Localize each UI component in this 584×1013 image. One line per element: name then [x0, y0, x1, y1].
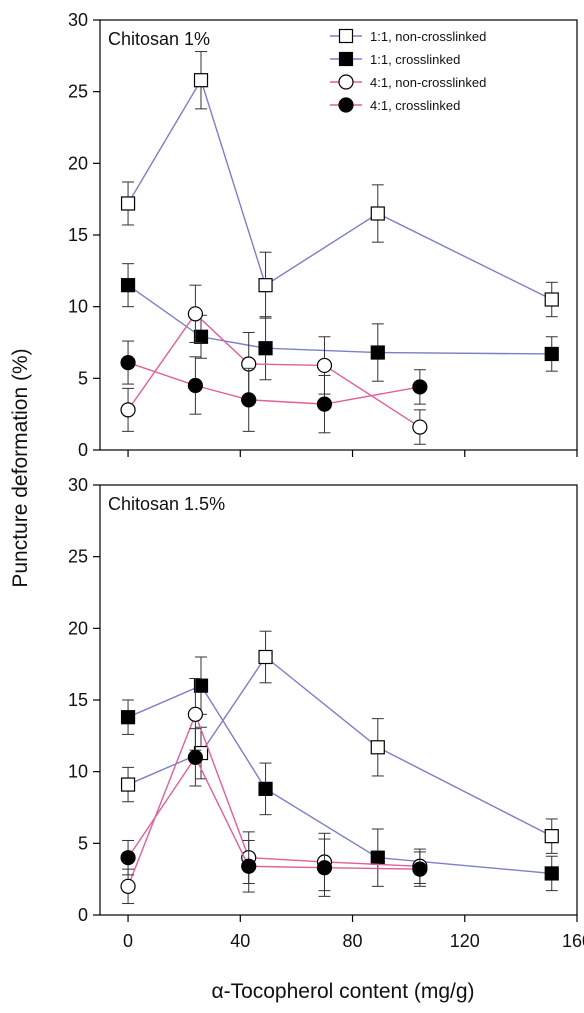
- y-tick-label: 25: [68, 547, 88, 567]
- series-line: [127, 361, 420, 405]
- panel-title: Chitosan 1.5%: [108, 494, 225, 514]
- series-line: [127, 312, 421, 428]
- data-point: [412, 379, 428, 395]
- legend-item: 1:1, crosslinked: [330, 51, 460, 67]
- series-2: [120, 656, 559, 892]
- data-point: [193, 73, 209, 88]
- legend-marker: [338, 51, 354, 67]
- data-point: [193, 678, 209, 693]
- data-point: [187, 306, 203, 322]
- data-point: [258, 341, 273, 356]
- y-tick-label: 20: [68, 153, 88, 173]
- data-point: [544, 866, 559, 881]
- y-tick-label: 5: [78, 833, 88, 853]
- y-tick-label: 10: [68, 297, 88, 317]
- data-point: [370, 850, 385, 865]
- chart-panel-2: 0 5 10 15 20 25 30 0 40 80 120 160 Chitosan 1.5%: [68, 475, 584, 951]
- y-tick-label: 0: [78, 440, 88, 460]
- data-point: [187, 377, 203, 394]
- legend-marker: [338, 74, 354, 90]
- legend-marker: [338, 97, 354, 113]
- data-point: [187, 749, 203, 765]
- data-point: [120, 278, 136, 293]
- y-tick-label: 0: [78, 905, 88, 925]
- x-tick-label: 0: [123, 931, 133, 951]
- series-3: [120, 284, 428, 445]
- y-axis-label: Puncture deformation (%): [9, 348, 32, 587]
- data-point: [544, 292, 559, 307]
- series-1: [120, 51, 559, 319]
- y-tick-label: 25: [68, 82, 88, 102]
- legend: 1:1, non-crosslinked 1:1, crosslinked 4:1,…: [330, 28, 486, 113]
- data-point: [370, 345, 385, 360]
- x-tick-label: 40: [230, 931, 250, 951]
- y-tick-label: 10: [68, 762, 88, 782]
- y-tick-label: 15: [68, 690, 88, 710]
- legend-label: 4:1, crosslinked: [370, 98, 460, 113]
- legend-marker: [338, 28, 354, 44]
- data-point: [120, 402, 136, 418]
- legend-item: 4:1, non-crosslinked: [330, 74, 486, 90]
- data-point: [120, 878, 136, 894]
- legend-item: 1:1, non-crosslinked: [330, 28, 486, 44]
- data-point: [258, 649, 273, 665]
- series-1: [120, 630, 559, 854]
- chart-panel-1: 0 5 10 15 20 25 30 Chitosan 1% 1:1, non-crosslin…: [68, 10, 578, 460]
- data-point: [412, 419, 428, 435]
- data-point: [258, 781, 273, 796]
- data-point: [187, 706, 203, 722]
- plot-frame: [99, 19, 578, 451]
- y-tick-label: 30: [68, 10, 88, 30]
- data-point: [316, 357, 333, 374]
- data-point: [120, 196, 136, 211]
- data-point: [316, 860, 333, 876]
- plot-frame: [99, 484, 578, 916]
- data-point: [193, 329, 209, 344]
- x-tick-label: 120: [450, 931, 480, 951]
- data-point: [316, 396, 333, 412]
- legend-item: 4:1, crosslinked: [330, 97, 460, 113]
- series-4: [120, 728, 428, 897]
- data-point: [412, 861, 428, 877]
- data-point: [120, 777, 136, 792]
- data-point: [544, 346, 559, 362]
- series-2: [120, 263, 559, 382]
- data-point: [120, 850, 136, 866]
- data-point: [120, 710, 136, 725]
- data-point: [241, 392, 257, 408]
- y-tick-label: 15: [68, 225, 88, 245]
- data-point: [370, 740, 385, 755]
- series-4: [120, 340, 428, 434]
- data-point: [120, 354, 136, 371]
- series-line: [127, 78, 553, 301]
- legend-label: 1:1, crosslinked: [370, 52, 460, 67]
- y-tick-label: 30: [68, 475, 88, 495]
- series-3: [120, 678, 428, 905]
- panel-title: Chitosan 1%: [108, 29, 210, 49]
- data-point: [370, 206, 385, 221]
- legend-label: 1:1, non-crosslinked: [370, 29, 486, 44]
- series-line: [127, 655, 553, 837]
- y-tick-label: 20: [68, 618, 88, 638]
- data-point: [258, 278, 273, 293]
- data-point: [241, 858, 257, 874]
- data-point: [544, 829, 559, 844]
- y-tick-label: 5: [78, 368, 88, 388]
- x-tick-label: 80: [343, 931, 363, 951]
- x-axis-label: α-Tocopherol content (mg/g): [211, 980, 474, 1003]
- legend-label: 4:1, non-crosslinked: [370, 75, 486, 90]
- x-tick-label: 160: [562, 931, 584, 951]
